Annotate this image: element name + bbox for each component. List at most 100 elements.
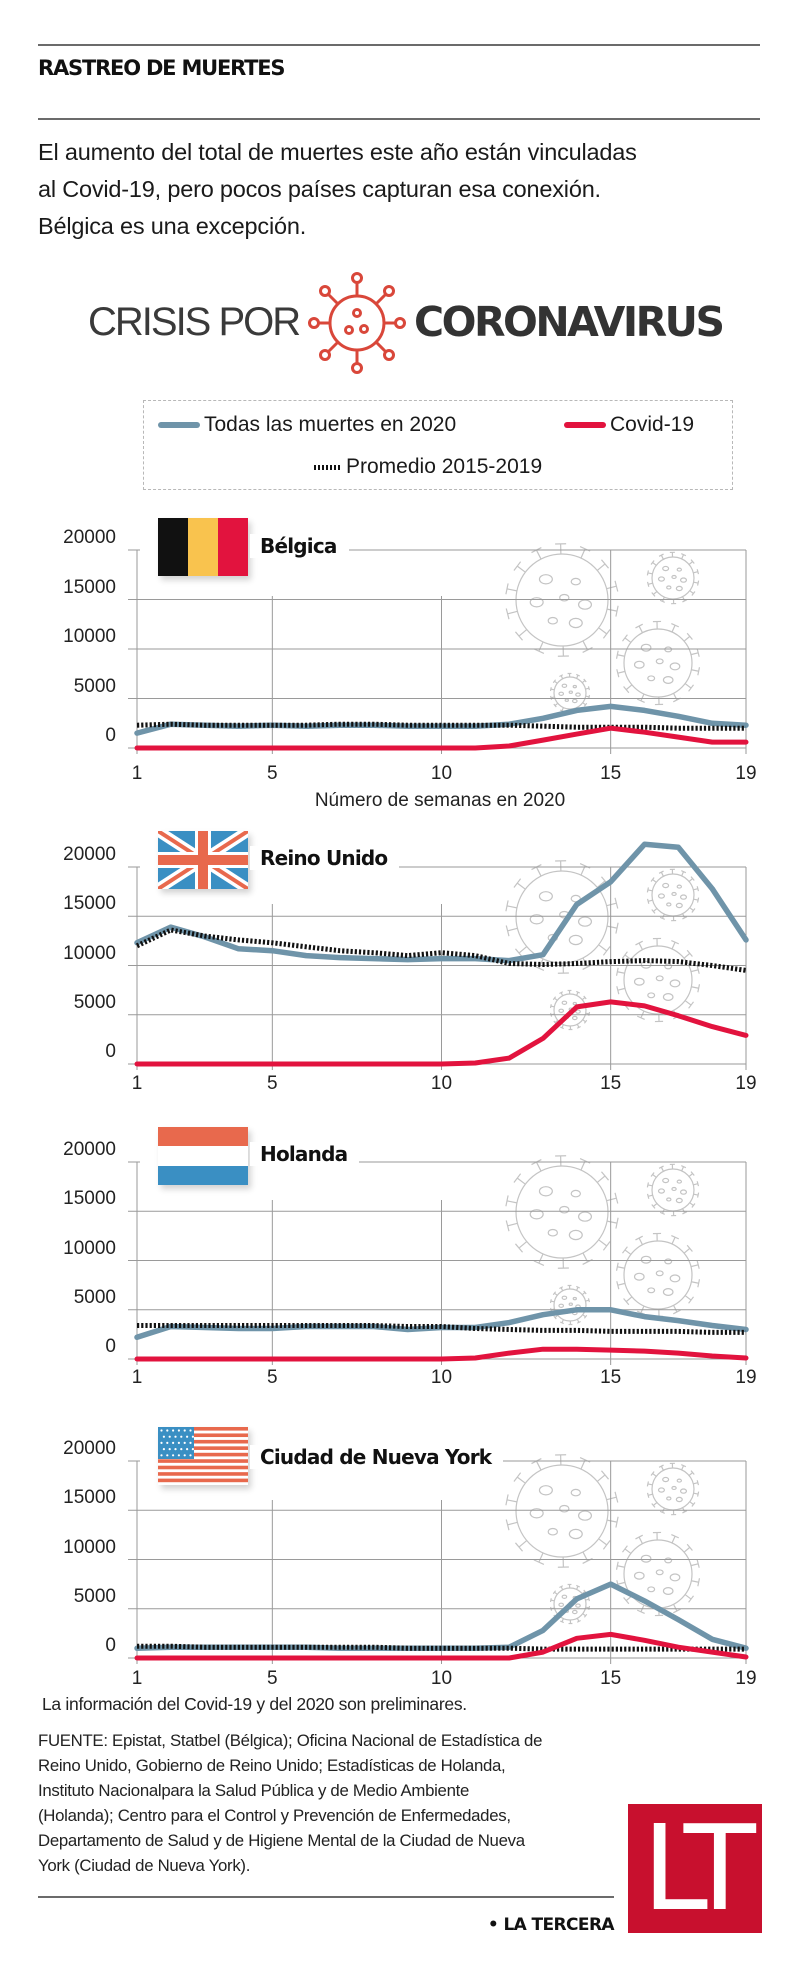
y-tick-label: 0 [105, 1041, 116, 1062]
source-line: Instituto Nacionalpara la Salud Pública … [38, 1781, 470, 1800]
y-tick-label: 15000 [63, 1487, 116, 1509]
virus-decoration-icon [646, 1462, 700, 1516]
x-tick-label: 19 [735, 1073, 757, 1094]
lede: El aumento del total de muertes este año… [38, 134, 768, 245]
x-tick-label: 1 [131, 763, 143, 784]
series-line-average [136, 721, 746, 731]
footer-rule [38, 1896, 614, 1898]
lede-line: al Covid-19, pero pocos países capturan … [38, 176, 601, 202]
y-tick-label: 0 [105, 725, 116, 746]
virus-decoration-icon [615, 620, 701, 706]
y-tick-label: 10000 [63, 1237, 116, 1259]
virus-decoration-icon [505, 1454, 619, 1568]
credit: • LA TERCERA [487, 1915, 615, 1935]
source-line: (Holanda); Centro para el Control y Prev… [38, 1806, 511, 1825]
section-kicker: RASTREO DE MUERTES [38, 56, 286, 80]
chart-title: Ciudad de Nueva York [250, 1445, 504, 1469]
logo-text: LT [642, 1799, 756, 1937]
source-line: York (Ciudad de Nueva York). [38, 1856, 251, 1875]
x-tick-label: 10 [430, 1668, 453, 1689]
x-tick-label: 5 [267, 1668, 278, 1689]
virus-decoration-icon [646, 868, 700, 922]
legend-item-average: Promedio 2015-2019 [314, 455, 542, 479]
series-line-covid [134, 1631, 749, 1661]
y-tick-label: 5000 [73, 675, 116, 697]
x-tick-label: 10 [430, 763, 453, 784]
source-text: FUENTE: Epistat, Statbel (Bélgica); Ofic… [38, 1728, 618, 1878]
x-tick-label: 15 [600, 1668, 622, 1689]
series-line-average [135, 927, 747, 973]
legend: Todas las muertes en 2020 Covid-19 Prome… [143, 400, 733, 490]
belgium-flag [158, 518, 248, 576]
legend-swatch-covid [564, 422, 606, 429]
virus-icon [308, 272, 406, 374]
lede-line: El aumento del total de muertes este año… [38, 139, 637, 165]
banner-bold-text: CORONAVIRUS [414, 298, 725, 346]
netherlands-flag [158, 1127, 248, 1185]
series-line-covid [134, 1346, 749, 1362]
x-tick-label: 1 [131, 1668, 143, 1689]
y-tick-label: 10000 [63, 1536, 116, 1558]
source-line: Reino Unido, Gobierno de Reino Unido; Es… [38, 1756, 506, 1775]
x-tick-label: 5 [267, 1367, 278, 1388]
x-tick-label: 5 [267, 763, 278, 784]
x-tick-label: 15 [600, 1367, 622, 1388]
y-tick-label: 10000 [63, 626, 116, 647]
y-tick-label: 20000 [63, 527, 116, 548]
legend-swatch-all-deaths [158, 422, 200, 429]
chart-title: Holanda [250, 1142, 360, 1166]
y-tick-label: 15000 [63, 893, 116, 915]
x-tick-label: 10 [430, 1367, 453, 1388]
series-line-average [137, 1323, 746, 1335]
source-line: Departamento de Salud y de Higiene Menta… [38, 1831, 525, 1850]
usa-flag [158, 1427, 248, 1485]
virus-decoration-icon [615, 1531, 701, 1617]
y-tick-label: 20000 [63, 844, 116, 865]
legend-item-all-deaths: Todas las muertes en 2020 [158, 413, 456, 437]
y-tick-label: 20000 [63, 1438, 116, 1459]
series-line-covid [134, 999, 749, 1067]
banner-light-text: CRISIS POR [88, 300, 301, 344]
chart-title: Reino Unido [250, 846, 400, 870]
y-tick-label: 0 [105, 1635, 116, 1656]
kicker-rule [38, 118, 760, 120]
lede-line: Bélgica es una excepción. [38, 213, 307, 239]
x-tick-label: 5 [267, 1073, 278, 1094]
legend-label-average: Promedio 2015-2019 [346, 455, 543, 478]
legend-item-covid: Covid-19 [564, 413, 694, 437]
y-tick-label: 0 [105, 1336, 116, 1357]
uk-flag [158, 831, 248, 889]
source-line: FUENTE: Epistat, Statbel (Bélgica); Ofic… [38, 1731, 543, 1750]
chart-title: Bélgica [250, 534, 349, 558]
series-line-average [137, 1643, 746, 1652]
y-tick-label: 5000 [73, 1585, 116, 1607]
legend-swatch-average [314, 464, 342, 470]
legend-label-all-deaths: Todas las muertes en 2020 [204, 413, 457, 436]
virus-decorations [505, 1454, 701, 1625]
x-tick-label: 15 [600, 763, 622, 784]
y-tick-label: 20000 [63, 1139, 116, 1160]
series-line-covid [134, 725, 749, 751]
y-tick-label: 15000 [63, 1188, 116, 1210]
x-tick-label: 19 [735, 1668, 757, 1689]
la-tercera-logo: LT [628, 1804, 762, 1933]
preliminary-note: La información del Covid-19 y del 2020 s… [42, 1694, 467, 1714]
legend-label-covid: Covid-19 [610, 413, 695, 436]
x-tick-label: 15 [600, 1073, 622, 1094]
y-tick-label: 5000 [73, 1286, 116, 1308]
x-tick-label: 10 [430, 1073, 453, 1094]
x-tick-label: 1 [131, 1367, 143, 1388]
x-tick-label: 1 [131, 1073, 143, 1094]
x-tick-label: 19 [735, 763, 757, 784]
y-tick-label: 10000 [63, 942, 116, 964]
x-axis-title: Número de semanas en 2020 [314, 790, 566, 811]
crisis-banner: CRISIS POR CORONAVIRUS [0, 268, 800, 378]
y-tick-label: 5000 [73, 991, 116, 1013]
series-line-all-deaths [134, 841, 749, 964]
y-tick-label: 15000 [63, 576, 116, 598]
virus-decorations [505, 860, 701, 1031]
x-tick-label: 19 [735, 1367, 757, 1388]
